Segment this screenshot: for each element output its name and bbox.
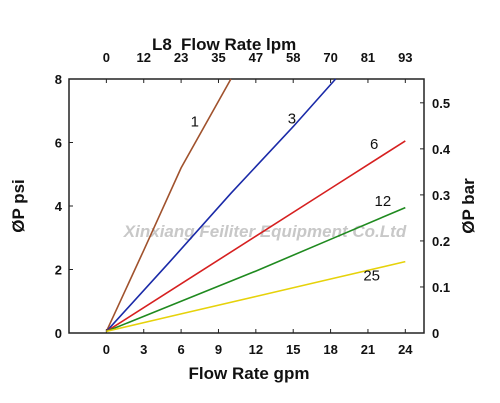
x-top-tick-label: 81 [361, 50, 375, 65]
x-tick-label: 12 [249, 342, 263, 357]
series-line-12 [106, 206, 406, 333]
series-label-25: 25 [363, 268, 380, 285]
y-axis-right-label: ØP bar [459, 178, 478, 234]
plot-frame [68, 78, 425, 334]
x-top-tick-label: 35 [211, 50, 225, 65]
chart-title: Flow Rate lpm [181, 35, 296, 54]
series-label-1: 1 [191, 114, 199, 131]
x-tick-label: 21 [361, 342, 375, 357]
x-top-tick-label: 70 [323, 50, 337, 65]
x-top-tick-label: 0 [103, 50, 110, 65]
y-right-tick-label: 0.1 [432, 280, 450, 295]
y-tick-label: 8 [55, 72, 62, 87]
series-line-25 [106, 260, 406, 333]
y-right-tick-label: 0.4 [432, 142, 451, 157]
y-tick-label: 2 [55, 263, 62, 278]
x-top-tick-label: 12 [137, 50, 151, 65]
series-label-3: 3 [288, 110, 296, 127]
x-tick-label: 18 [323, 342, 337, 357]
series-line-3 [105, 78, 337, 332]
x-tick-label: 15 [286, 342, 300, 357]
x-top-tick-label: 93 [398, 50, 412, 65]
y-right-tick-label: 0 [432, 326, 439, 341]
series-label-12: 12 [375, 193, 392, 210]
y-right-tick-label: 0.3 [432, 188, 450, 203]
x-tick-label: 3 [140, 342, 147, 357]
x-tick-label: 0 [103, 342, 110, 357]
x-tick-label: 6 [177, 342, 184, 357]
y-right-tick-label: 0.5 [432, 96, 450, 111]
x-tick-label: 24 [398, 342, 413, 357]
x-top-tick-label: 47 [249, 50, 263, 65]
y-tick-label: 0 [55, 326, 62, 341]
series-line-1 [105, 78, 232, 332]
series-line-6 [105, 140, 406, 333]
x-axis-label: Flow Rate gpm [189, 364, 310, 383]
y-tick-label: 4 [55, 199, 63, 214]
series-label-6: 6 [370, 136, 378, 153]
x-top-tick-label: 23 [174, 50, 188, 65]
chart-title-prefix: L8 [152, 35, 172, 54]
y-axis-label: ØP psi [9, 179, 28, 233]
y-right-tick-label: 0.2 [432, 234, 450, 249]
x-tick-label: 9 [215, 342, 222, 357]
y-tick-label: 6 [55, 136, 62, 151]
x-top-tick-label: 58 [286, 50, 300, 65]
